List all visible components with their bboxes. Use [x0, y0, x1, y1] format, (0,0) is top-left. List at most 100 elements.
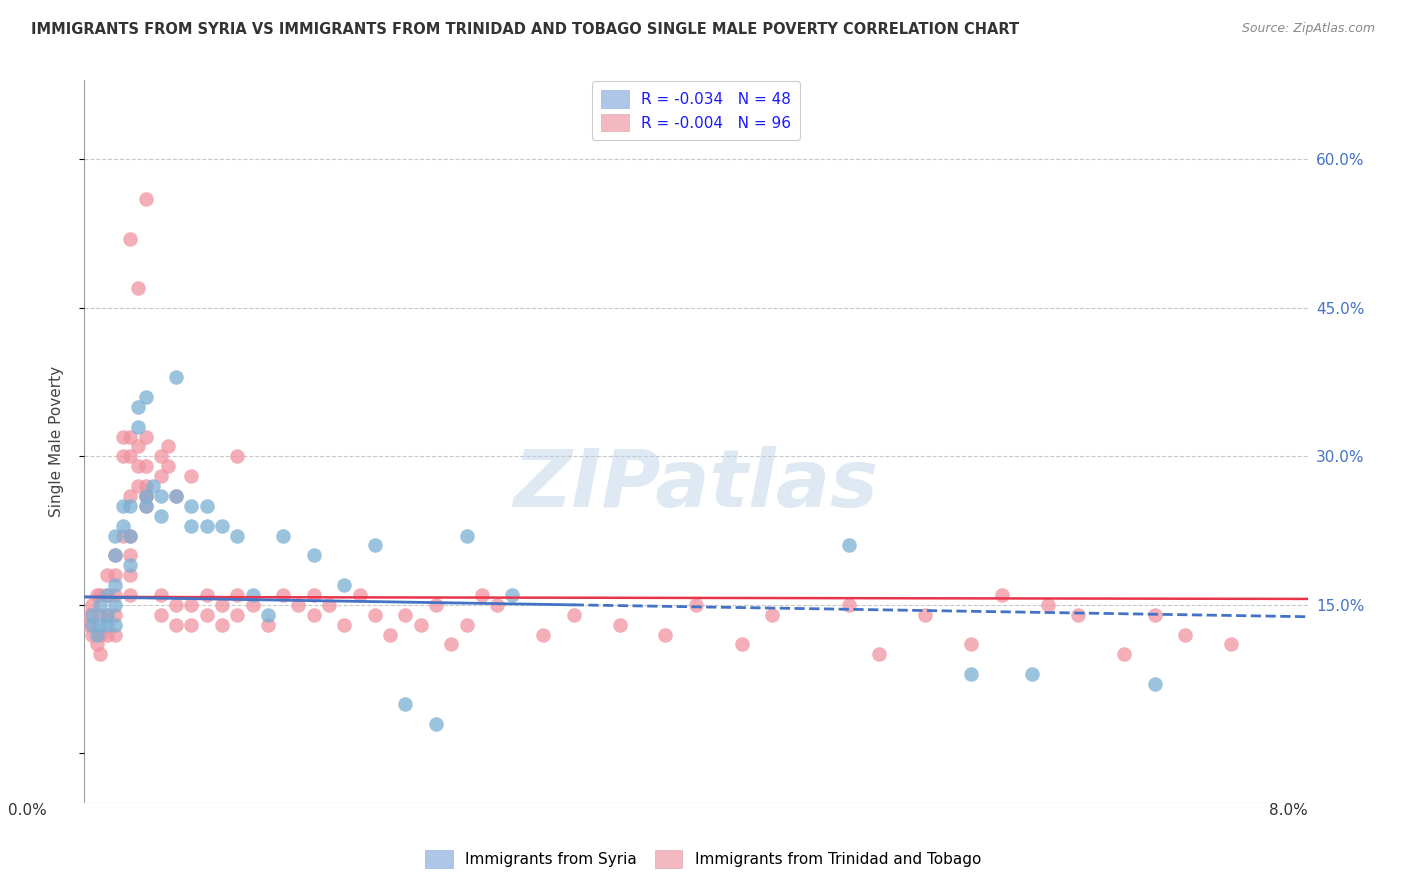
Point: [960, 637, 983, 651]
Point: [89, 598, 111, 612]
Point: [838, 539, 860, 553]
Point: [120, 489, 142, 503]
Point: [914, 607, 936, 622]
Point: [349, 588, 371, 602]
Y-axis label: Single Male Poverty: Single Male Poverty: [49, 366, 63, 517]
Point: [685, 598, 707, 612]
Point: [211, 598, 233, 612]
Point: [104, 568, 127, 582]
Point: [111, 499, 134, 513]
Point: [302, 607, 325, 622]
Point: [1143, 607, 1166, 622]
Point: [120, 232, 142, 246]
Point: [242, 598, 264, 612]
Point: [195, 588, 218, 602]
Point: [242, 588, 264, 602]
Point: [226, 607, 249, 622]
Point: [180, 518, 202, 533]
Point: [731, 637, 754, 651]
Point: [486, 598, 509, 612]
Point: [364, 539, 387, 553]
Point: [120, 549, 142, 563]
Point: [96, 588, 118, 602]
Point: [89, 607, 111, 622]
Point: [104, 627, 127, 641]
Point: [135, 429, 157, 443]
Point: [89, 648, 111, 662]
Point: [86, 588, 108, 602]
Point: [1174, 627, 1197, 641]
Point: [1143, 677, 1166, 691]
Point: [180, 598, 202, 612]
Point: [89, 588, 111, 602]
Point: [96, 607, 118, 622]
Point: [104, 528, 127, 542]
Point: [226, 450, 249, 464]
Point: [149, 588, 172, 602]
Point: [165, 489, 187, 503]
Point: [838, 598, 860, 612]
Point: [104, 617, 127, 632]
Point: [1036, 598, 1059, 612]
Point: [1021, 667, 1043, 681]
Text: IMMIGRANTS FROM SYRIA VS IMMIGRANTS FROM TRINIDAD AND TOBAGO SINGLE MALE POVERTY: IMMIGRANTS FROM SYRIA VS IMMIGRANTS FROM…: [31, 22, 1019, 37]
Point: [111, 429, 134, 443]
Point: [149, 607, 172, 622]
Point: [211, 518, 233, 533]
Point: [1220, 637, 1243, 651]
Point: [271, 588, 294, 602]
Point: [257, 617, 280, 632]
Point: [120, 499, 142, 513]
Point: [127, 400, 149, 414]
Point: [104, 549, 127, 563]
Point: [135, 459, 157, 474]
Point: [96, 607, 118, 622]
Point: [211, 617, 233, 632]
Point: [127, 479, 149, 493]
Point: [127, 419, 149, 434]
Point: [165, 598, 187, 612]
Point: [257, 607, 280, 622]
Point: [440, 637, 463, 651]
Legend: Immigrants from Syria, Immigrants from Trinidad and Tobago: Immigrants from Syria, Immigrants from T…: [419, 844, 987, 873]
Point: [80, 617, 103, 632]
Point: [409, 617, 432, 632]
Point: [1067, 607, 1090, 622]
Point: [149, 489, 172, 503]
Point: [86, 627, 108, 641]
Point: [135, 499, 157, 513]
Point: [180, 499, 202, 513]
Point: [226, 588, 249, 602]
Point: [80, 627, 103, 641]
Point: [135, 499, 157, 513]
Point: [456, 617, 478, 632]
Point: [111, 518, 134, 533]
Point: [135, 192, 157, 206]
Point: [120, 528, 142, 542]
Point: [120, 528, 142, 542]
Point: [562, 607, 585, 622]
Point: [318, 598, 340, 612]
Point: [456, 528, 478, 542]
Point: [157, 440, 180, 454]
Point: [425, 598, 447, 612]
Point: [104, 588, 127, 602]
Point: [302, 549, 325, 563]
Point: [111, 528, 134, 542]
Text: 0.0%: 0.0%: [8, 803, 46, 818]
Point: [120, 568, 142, 582]
Point: [180, 469, 202, 483]
Point: [149, 469, 172, 483]
Point: [609, 617, 631, 632]
Point: [271, 528, 294, 542]
Point: [120, 588, 142, 602]
Point: [180, 617, 202, 632]
Point: [89, 617, 111, 632]
Point: [149, 450, 172, 464]
Point: [80, 598, 103, 612]
Point: [149, 508, 172, 523]
Point: [135, 489, 157, 503]
Point: [165, 489, 187, 503]
Point: [761, 607, 783, 622]
Point: [195, 499, 218, 513]
